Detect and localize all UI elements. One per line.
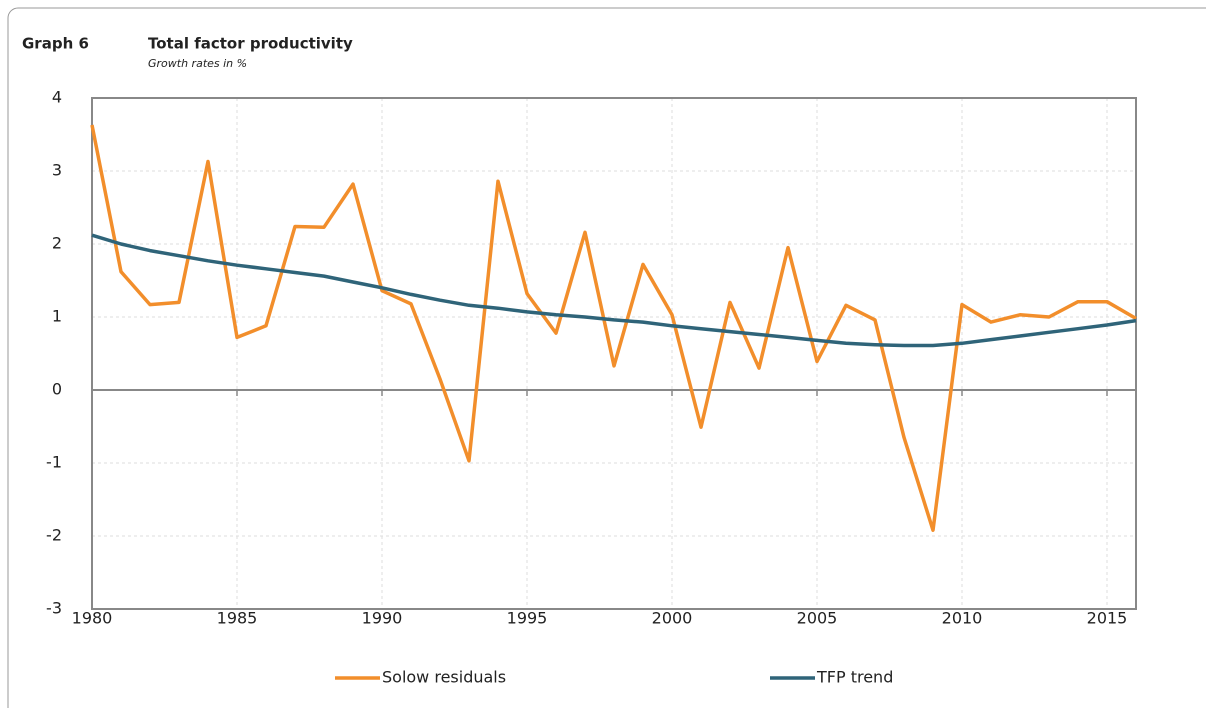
plot-border [91, 97, 1137, 610]
y-tick-label: 2 [52, 234, 62, 253]
chart-subtitle: Growth rates in % [148, 57, 247, 70]
legend-label: Solow residuals [382, 668, 506, 687]
y-tick-label: 1 [52, 307, 62, 326]
y-tick-label: 0 [52, 380, 62, 399]
series-line [90, 124, 1137, 532]
graph-label: Graph 6 [22, 35, 89, 53]
x-tick-label: 2005 [797, 609, 838, 628]
grid [91, 97, 1137, 610]
y-tick-label: -1 [46, 453, 62, 472]
x-tick-label: 1980 [72, 609, 113, 628]
x-tick-label: 1985 [217, 609, 258, 628]
series-line [91, 233, 1137, 348]
y-tick-label: -2 [46, 526, 62, 545]
frame [7, 7, 1206, 708]
marks [90, 124, 1137, 532]
x-tick-label: 2010 [942, 609, 983, 628]
chart-title: Total factor productivity [148, 35, 353, 53]
x-tick-label: 2000 [652, 609, 693, 628]
y-tick-label: 3 [52, 161, 62, 180]
x-tick-label: 1995 [507, 609, 548, 628]
x-tick-label: 2015 [1087, 609, 1128, 628]
y-tick-label: 4 [52, 88, 62, 107]
x-tick-label: 1990 [362, 609, 403, 628]
y-tick-label: -3 [46, 599, 62, 618]
legend-label: TFP trend [816, 668, 893, 687]
